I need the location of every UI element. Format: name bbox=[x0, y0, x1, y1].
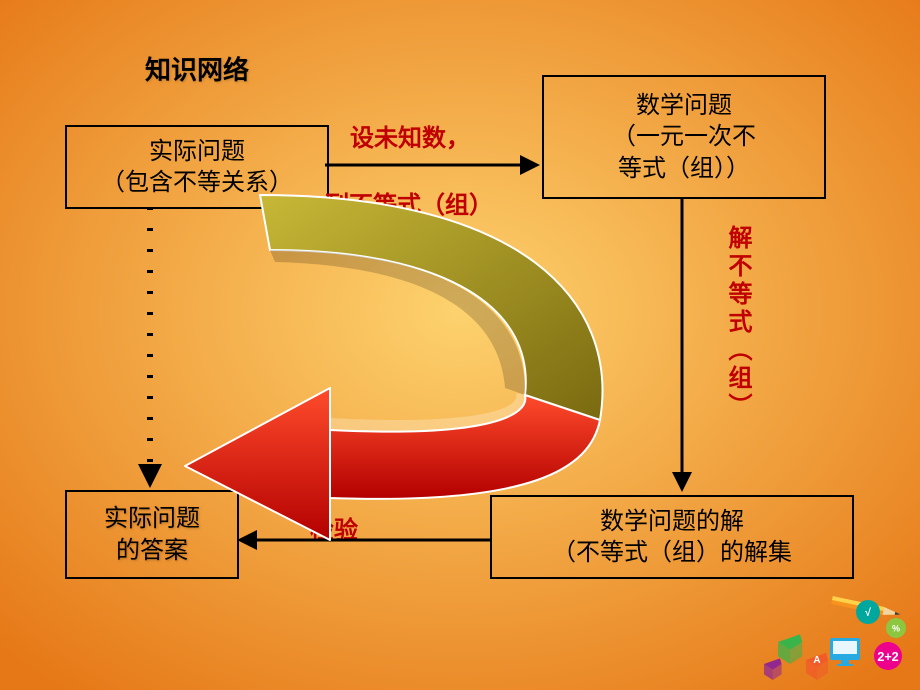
svg-text:A: A bbox=[813, 655, 820, 666]
node-real-problem: 实际问题（包含不等关系） bbox=[65, 125, 329, 209]
page-title: 知识网络 bbox=[145, 50, 249, 87]
svg-text:√: √ bbox=[865, 607, 871, 619]
node-math-problem: 数学问题（一元一次不等式（组）） bbox=[542, 75, 826, 199]
edge-label-set-unknown: 设未知数， bbox=[350, 118, 470, 153]
slide-stage: 知识网络 实际问题（包含不等关系） 数学问题（一元一次不等式（组）） 数学问题的… bbox=[0, 0, 920, 690]
node-math-solution: 数学问题的解（不等式（组）的解集 bbox=[490, 495, 854, 579]
edge-label-list-inequality: 列不等式（组） bbox=[325, 185, 493, 220]
edge-label-solve: 解不等式（组） bbox=[720, 225, 755, 421]
svg-text:2+2: 2+2 bbox=[877, 650, 898, 664]
node-real-answer: 实际问题的答案 bbox=[65, 490, 239, 579]
edge-label-check: 检验 bbox=[310, 510, 358, 545]
svg-text:%: % bbox=[892, 624, 900, 634]
